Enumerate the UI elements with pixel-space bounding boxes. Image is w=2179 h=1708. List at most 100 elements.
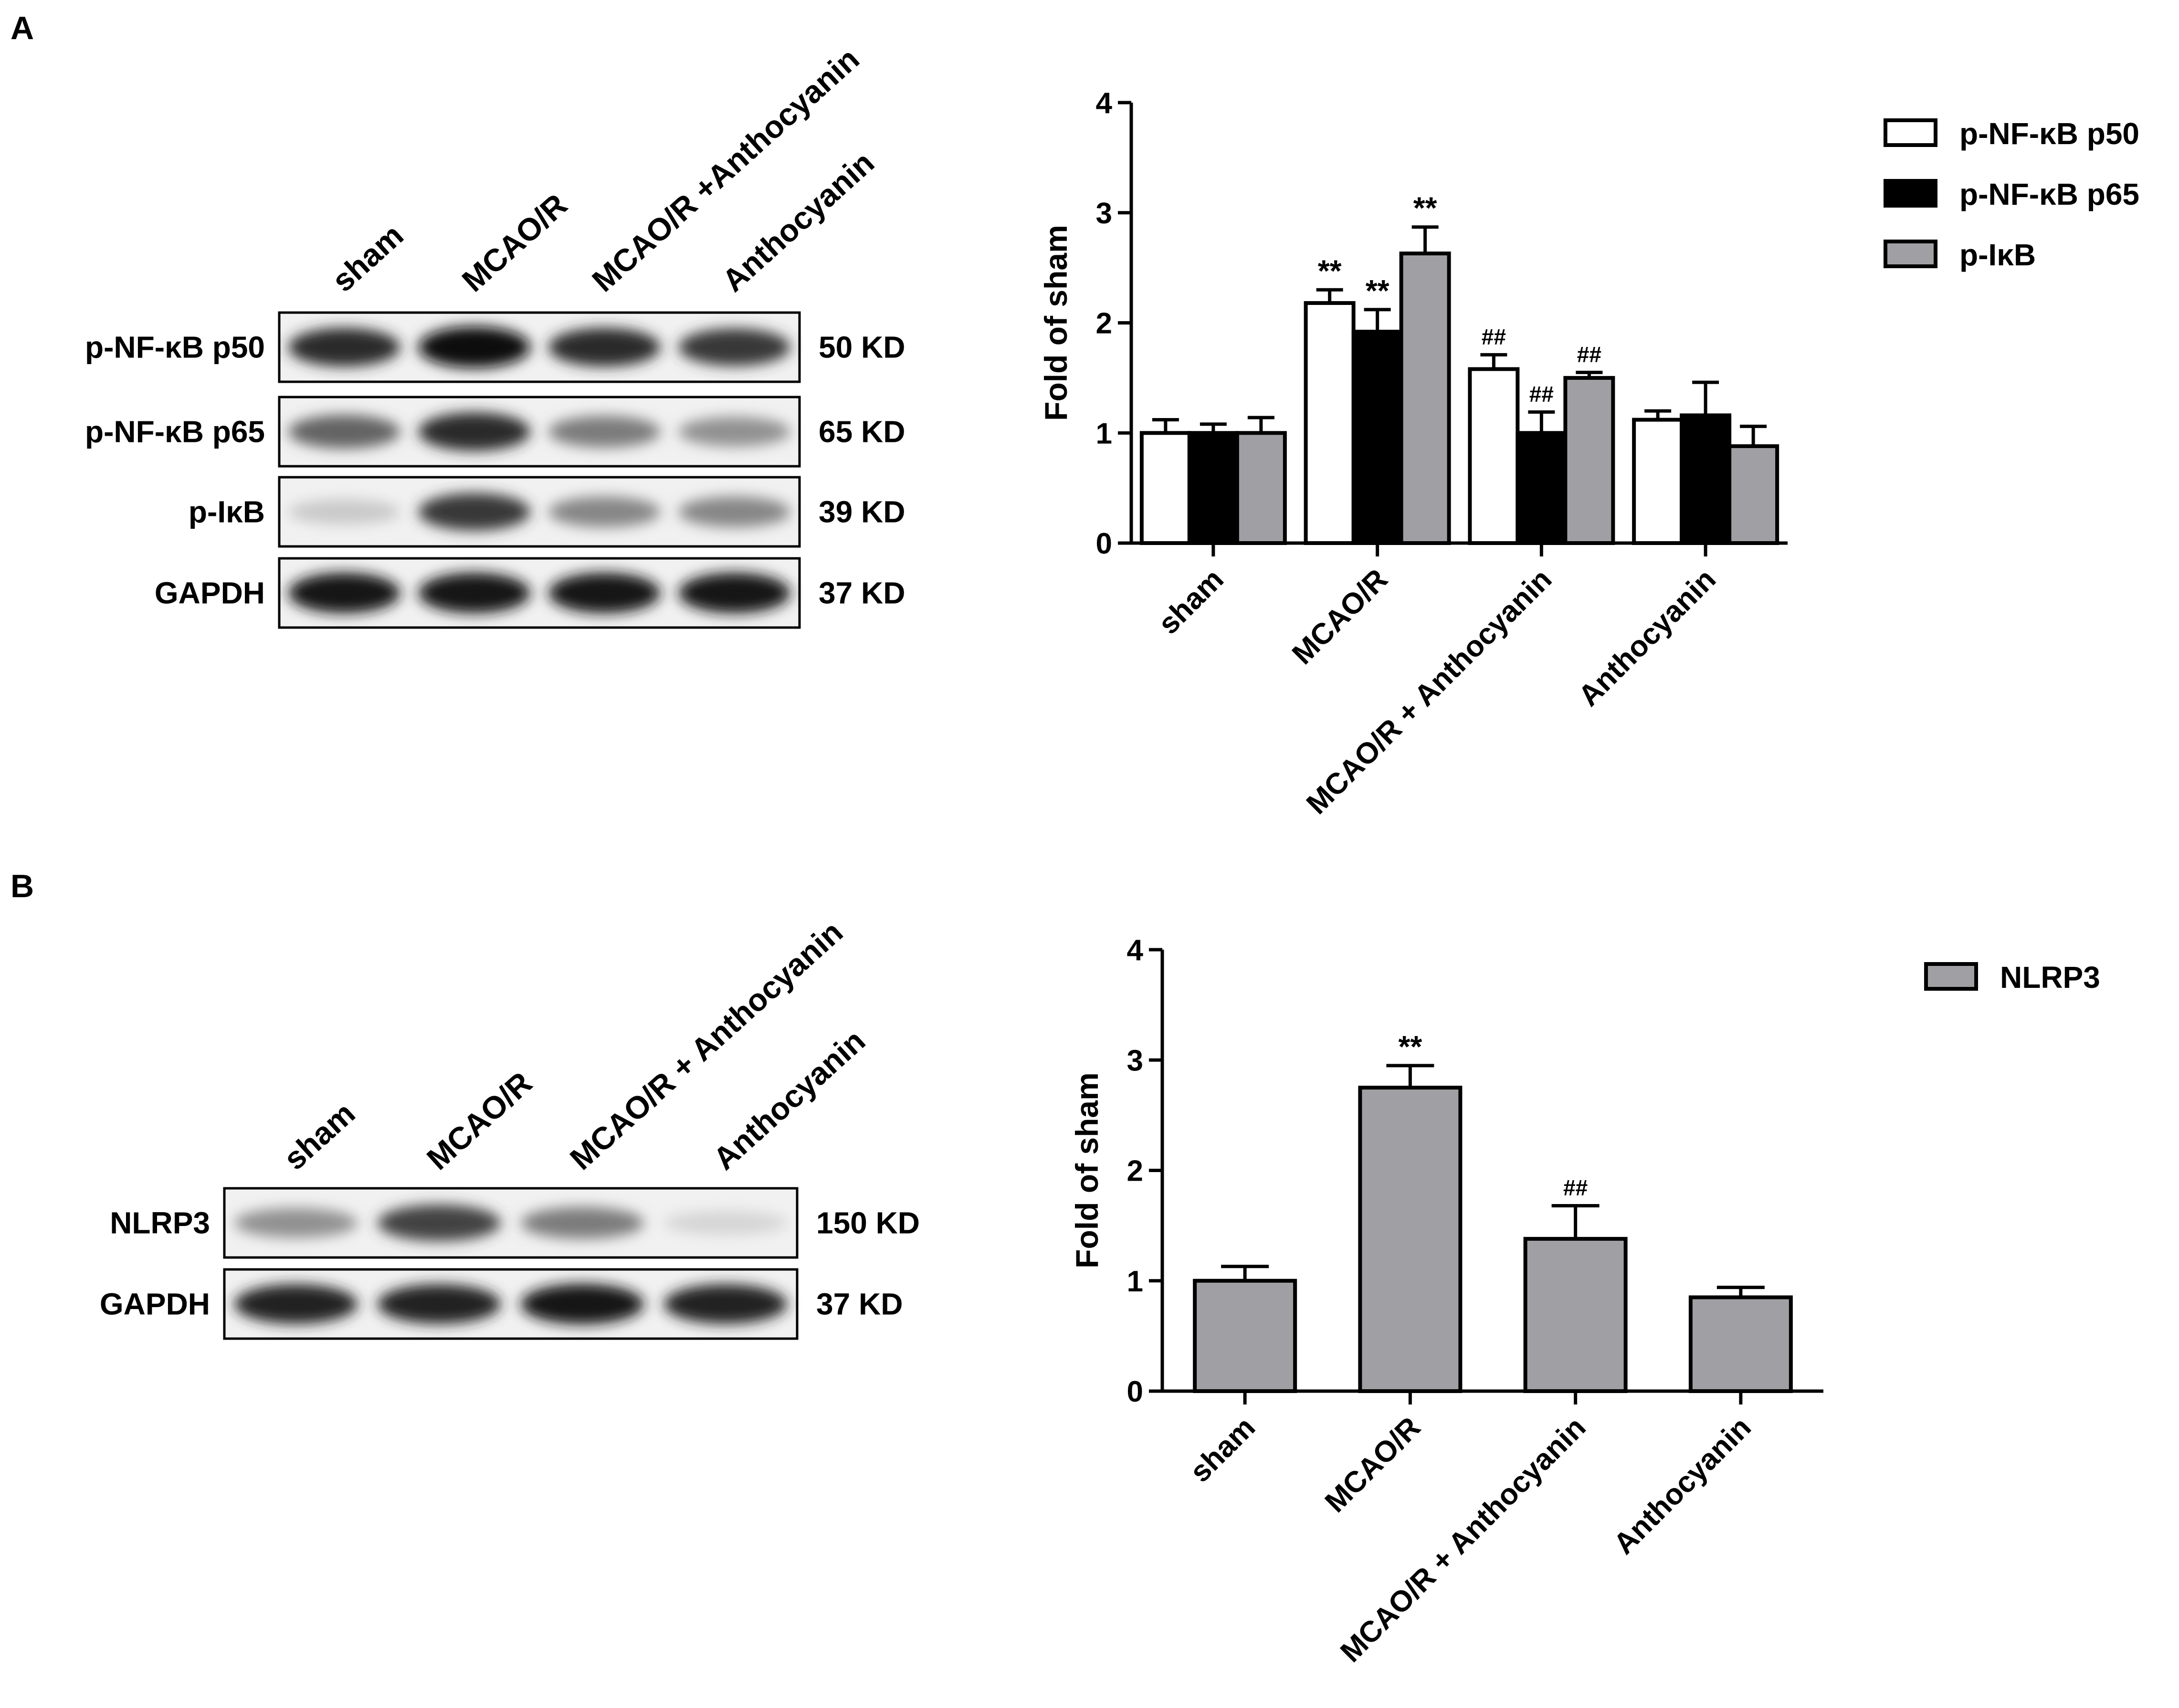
legend-item-nlrp3: NLRP3: [1924, 960, 2100, 995]
blot-band: [548, 573, 661, 613]
y-tick-label: 4: [1127, 934, 1144, 967]
blot-lane-label-sham: sham: [277, 1095, 362, 1176]
x-tick-label-sham: sham: [1184, 1411, 1262, 1488]
legend-item-p-i-b: p-IκB: [1884, 238, 2036, 272]
significance-mark: ##: [1563, 1175, 1588, 1200]
legend-label: p-NF-κB p65: [1959, 177, 2139, 211]
y-tick-label: 3: [1096, 197, 1112, 230]
significance-mark: **: [1413, 191, 1437, 225]
bar-p-nf-b-p50-anthocyanin: [1632, 418, 1684, 545]
blot-band: [678, 496, 790, 527]
blot-lane-label-mcao-r-anthocyanin: MCAO/R + Anthocyanin: [563, 914, 850, 1176]
bar-p-nf-b-p50-mcao-r-anthocyanin: [1468, 367, 1520, 545]
blot-band: [678, 328, 790, 366]
blot-protein-label: p-NF-κB p50: [85, 330, 265, 365]
bar-p-nf-b-p50-mcao-r: [1304, 301, 1356, 545]
legend-label: p-IκB: [1959, 238, 2036, 272]
blot-row-gapdh: GAPDH 37 KD: [155, 557, 905, 629]
bar-nlrp3-mcao-r: [1358, 1086, 1463, 1393]
blot-protein-label: NLRP3: [110, 1206, 210, 1240]
y-tick-label: 0: [1096, 527, 1112, 560]
blot-band: [548, 328, 661, 367]
blot-band: [521, 1207, 644, 1239]
blot-membrane-border: [223, 1187, 799, 1259]
blot-band: [418, 493, 530, 531]
legend-swatch: [1884, 118, 1937, 147]
bar-p-nf-b-p65-sham: [1187, 431, 1239, 545]
bar-p-nf-b-p65-anthocyanin: [1680, 413, 1732, 545]
blot-membrane-border: [223, 1268, 799, 1340]
blot-band: [234, 1284, 358, 1324]
y-tick-label: 2: [1096, 307, 1112, 340]
y-tick-label: 1: [1096, 417, 1112, 450]
blot-band: [664, 1211, 787, 1235]
y-tick-label: 0: [1127, 1375, 1143, 1408]
blot-band: [418, 573, 530, 613]
panel-a-letter: A: [11, 10, 34, 46]
blot-row-p-i-b: p-IκB 39 KD: [189, 476, 905, 548]
blot-membrane-border: [278, 396, 801, 468]
western-blot-b: sham MCAO/R MCAO/R + AnthocyaninAnthocyani…: [100, 914, 920, 1340]
significance-mark: **: [1398, 1029, 1422, 1064]
blot-membrane-border: [278, 311, 801, 383]
blot-membrane-border: [278, 476, 801, 548]
blot-lane-label-sham: sham: [325, 217, 410, 298]
blot-lane-label-mcao-r: MCAO/R: [455, 187, 574, 298]
blot-size-label: 150 KD: [816, 1206, 920, 1240]
y-tick-label: 2: [1127, 1155, 1143, 1188]
y-axis-label: Fold of sham: [1038, 225, 1074, 421]
blot-size-label: 37 KD: [816, 1287, 903, 1321]
significance-mark: **: [1366, 273, 1390, 308]
blot-lane-label-mcao-r-anthocyanin: MCAO/R +Anthocyanin: [585, 41, 866, 299]
y-tick-label: 1: [1127, 1265, 1143, 1298]
blot-band: [521, 1284, 644, 1324]
blot-row-gapdh: GAPDH 37 KD: [100, 1268, 903, 1340]
blot-row-p-nf-b-p65: p-NF-κB p65 65 KD: [85, 396, 905, 468]
blot-size-label: 65 KD: [819, 415, 905, 449]
blot-band: [288, 573, 400, 613]
western-blot-a: sham MCAO/R MCAO/R +AnthocyaninAnthocyanin…: [85, 41, 905, 629]
bar-nlrp3-anthocyanin: [1688, 1295, 1793, 1393]
legend-swatch: [1884, 179, 1937, 208]
blot-band: [548, 416, 661, 448]
blot-band: [664, 1284, 787, 1324]
blot-band: [678, 417, 790, 447]
x-tick-label-anthocyanin: Anthocyanin: [1572, 563, 1722, 713]
legend-item-p-nf-b-p65: p-NF-κB p65: [1884, 177, 2139, 211]
blot-size-label: 50 KD: [819, 330, 905, 365]
panel-b-letter: B: [11, 868, 34, 904]
blot-size-label: 39 KD: [819, 495, 905, 529]
legend-swatch: [1884, 240, 1937, 268]
legend-swatch: [1924, 962, 1978, 991]
bar-p-i-b-anthocyanin: [1727, 444, 1779, 545]
blot-band: [548, 496, 661, 527]
y-tick-label: 3: [1127, 1044, 1143, 1077]
blot-band: [378, 1205, 501, 1241]
bar-p-nf-b-p65-mcao-r: [1351, 329, 1403, 545]
blot-lane-label-mcao-r: MCAO/R: [420, 1065, 538, 1176]
blot-band: [378, 1284, 501, 1324]
x-tick-label-mcao-r: MCAO/R: [1286, 563, 1394, 671]
blot-size-label: 37 KD: [819, 576, 905, 610]
blot-protein-label: p-NF-κB p65: [85, 415, 265, 449]
bar-p-i-b-mcao-r-anthocyanin: [1563, 376, 1615, 545]
legend-label: p-NF-κB p50: [1959, 116, 2139, 151]
bar-nlrp3-mcao-r-anthocyanin: [1523, 1236, 1628, 1393]
significance-mark: ##: [1482, 324, 1506, 349]
blot-band: [288, 328, 400, 367]
blot-protein-label: GAPDH: [155, 576, 265, 610]
legend-item-p-nf-b-p50: p-NF-κB p50: [1884, 116, 2139, 151]
blot-band: [234, 1208, 358, 1238]
x-tick-label-anthocyanin: Anthocyanin: [1607, 1411, 1757, 1561]
blot-row-nlrp3: NLRP3 150 KD: [110, 1187, 920, 1259]
legend-label: NLRP3: [2000, 960, 2100, 995]
blot-protein-label: GAPDH: [100, 1287, 210, 1321]
blot-band: [288, 499, 400, 524]
y-axis-label: Fold of sham: [1069, 1072, 1105, 1268]
blot-band: [678, 573, 790, 613]
blot-band: [418, 412, 530, 451]
blot-band: [288, 415, 400, 449]
bar-p-i-b-mcao-r: [1399, 251, 1451, 545]
